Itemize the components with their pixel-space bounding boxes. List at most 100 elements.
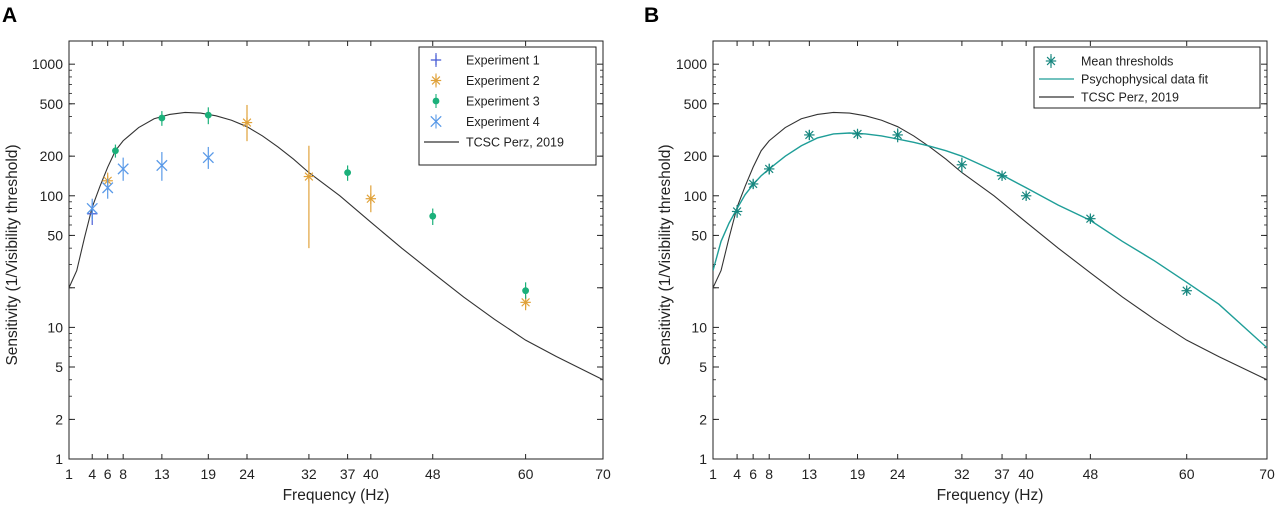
panel-a-xtick-label: 6 (104, 466, 112, 482)
panel-b-legend-label-2: TCSC Perz, 2019 (1081, 91, 1179, 105)
panel-a-s2-point (204, 111, 212, 119)
panel-a-plot: 1 4 6 8 13 19 24 32 37 40 48 60 70125105010020050010… (32, 40, 611, 482)
panel-b-ytick-label: 5 (699, 359, 707, 375)
panel-a-ylabel: Sensitivity (1/Visibility threshold) (4, 144, 21, 365)
panel-b-ytick-label: 2 (699, 411, 707, 427)
panel-a-legend-label-1: Experiment 2 (466, 74, 540, 88)
panel-b-legend: Mean thresholds Psychophysical data fit TC… (1033, 46, 1261, 109)
panel-b-ytick-label: 50 (691, 227, 707, 243)
panel-b-legend-label-1: Psychophysical data fit (1081, 73, 1209, 87)
panel-a-s3-point-d2 (202, 151, 214, 164)
panel-a-axes-box (68, 40, 604, 460)
panel-a-legend-label-3: Experiment 4 (466, 115, 540, 129)
panel-b-xtick-label: 13 (802, 466, 818, 482)
panel-b-xtick-label: 48 (1083, 466, 1099, 482)
panel-a-legend-label-0: Experiment 1 (466, 54, 540, 68)
panel-b-s0-point-d2 (957, 160, 967, 170)
panel-a-curve-tcsc (69, 111, 603, 381)
panel-b-ylabel: Sensitivity (1/Visibility threshold) (657, 144, 674, 365)
panel-a-xtick-label: 40 (363, 466, 379, 482)
panel-a-ytick-label: 500 (40, 96, 64, 112)
panel-a-xlabel: Frequency (Hz) (283, 487, 390, 504)
panel-b-xtick-label: 6 (749, 466, 757, 482)
panel-a-s3-point-d2 (117, 163, 129, 175)
panel-a-s3-point-d2 (156, 159, 168, 172)
panel-b-xtick-label: 19 (850, 466, 866, 482)
panel-b-plot: 1 4 6 8 13 19 24 32 37 40 48 60 70125105010020050010… (676, 40, 1275, 482)
panel-a-legend-label-4: TCSC Perz, 2019 (466, 136, 564, 150)
panel-b-xtick-label: 40 (1018, 466, 1034, 482)
panel-a-xtick-label: 70 (595, 466, 611, 482)
panel-b-s0-point-d2 (997, 171, 1007, 181)
panel-b-s0-point-d2 (732, 207, 742, 216)
panel-b-xlabel: Frequency (Hz) (937, 487, 1044, 504)
panel-b-curve-fit (713, 132, 1267, 349)
panel-a-ytick-label: 1 (55, 451, 63, 467)
panel-b-curve-tcsc (713, 111, 1267, 381)
panel-a-legend-label-2: Experiment 3 (466, 95, 540, 109)
panel-a-xtick-label: 24 (239, 466, 255, 482)
panel-a-legend-box (418, 46, 597, 166)
panel-a-s3-point-d2 (102, 182, 114, 194)
panel-b-s0-point-d2 (1021, 191, 1031, 201)
panel-a-s3-point-d2 (86, 202, 98, 215)
panel-b-ytick-label: 100 (684, 188, 708, 204)
panel-a-xtick-label: 32 (301, 466, 317, 482)
panel-b-ytick-label: 1000 (676, 56, 707, 72)
panel-b-ytick-label: 500 (684, 96, 708, 112)
panel-b-ytick-label: 10 (691, 319, 707, 335)
panel-b-legend-marker-0-d2 (1046, 56, 1056, 66)
panel-b-axes-box (712, 40, 1268, 460)
panel-b-xtick-label: 32 (954, 466, 970, 482)
panel-a-ytick-label: 200 (40, 148, 64, 164)
panel-a-xtick-label: 13 (154, 466, 170, 482)
panel-a-s2-point (522, 287, 530, 295)
panel-a-s2-point (112, 147, 119, 155)
panel-a-s1-point-d2 (242, 118, 252, 127)
panel-b-legend-box (1033, 46, 1261, 109)
panel-b-xtick-label: 24 (890, 466, 906, 482)
panel-a-ytick-label: 1000 (32, 56, 63, 72)
panel-b-ytick-label: 1 (699, 451, 707, 467)
panel-a-xtick-label: 8 (119, 466, 127, 482)
panel-b-xtick-label: 37 (994, 466, 1010, 482)
panel-a-legend-marker-2 (432, 97, 440, 105)
panel-a-legend-marker-1-d2 (431, 76, 441, 85)
panel-b-s0-point-d2 (764, 164, 774, 174)
panel-b-s0-point-d2 (1182, 286, 1192, 296)
panel-a-legend-marker-3-d2 (430, 115, 442, 128)
panel-a-xtick-label: 1 (65, 466, 73, 482)
panel-b: B 1 4 6 8 13 19 24 32 37 40 48 60 701251050100200500… (644, 4, 1275, 504)
panel-b-xtick-label: 4 (733, 466, 741, 482)
panel-b-xtick-label: 8 (765, 466, 773, 482)
panel-b-s0-point-d2 (1086, 214, 1095, 223)
panel-a-xtick-label: 48 (425, 466, 441, 482)
panel-a-xtick-label: 19 (201, 466, 217, 482)
panel-b-s0-point-d2 (893, 130, 902, 140)
panel-b-xtick-label: 1 (709, 466, 717, 482)
panel-a: A 1 4 6 8 13 19 24 32 37 40 48 60 701251050100200500… (2, 4, 611, 504)
panel-a-ytick-label: 2 (55, 411, 63, 427)
panel-b-s0-point-d2 (805, 130, 814, 140)
panel-a-letter: A (2, 4, 17, 27)
panel-a-s1-point-d2 (366, 194, 376, 204)
panel-a-ytick-label: 10 (47, 319, 63, 335)
panel-b-xtick-label: 60 (1179, 466, 1195, 482)
panel-a-legend: Experiment 1 Experiment 2 Experiment 3 Expe… (418, 46, 597, 166)
panel-a-xtick-label: 60 (518, 466, 534, 482)
panel-b-ytick-label: 200 (684, 148, 708, 164)
panel-a-xtick-label: 4 (88, 466, 96, 482)
panel-a-s1-point-d2 (521, 298, 530, 307)
panel-a-ytick-label: 5 (55, 359, 63, 375)
panel-a-s1-point-d2 (304, 172, 314, 181)
panel-a-ytick-label: 100 (40, 188, 64, 204)
panel-a-ytick-label: 50 (47, 227, 63, 243)
panel-a-s2-point (429, 212, 437, 220)
panel-b-s0-point-d2 (853, 129, 862, 139)
panel-a-s2-point (158, 114, 166, 122)
panel-a-xtick-label: 37 (340, 466, 356, 482)
panel-b-letter: B (644, 4, 659, 27)
panel-b-xtick-label: 70 (1259, 466, 1275, 482)
panel-a-s2-point (344, 169, 352, 177)
